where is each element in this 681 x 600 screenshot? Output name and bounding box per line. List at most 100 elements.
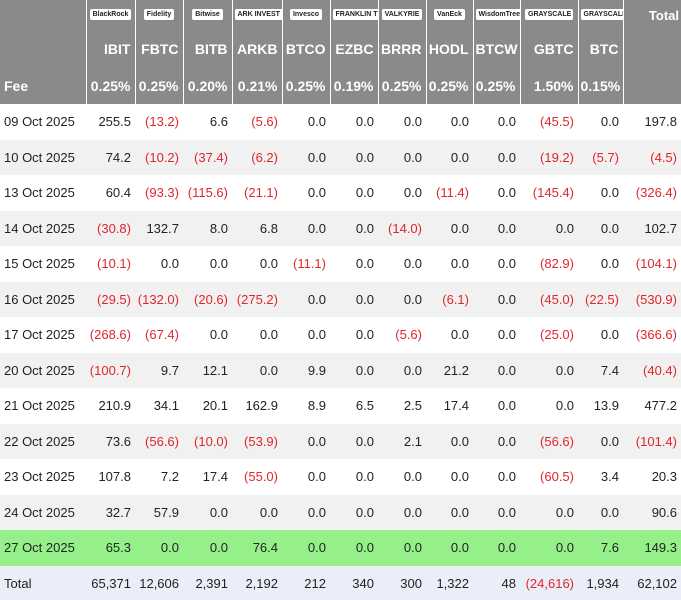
issuer-logo: Fidelity [143,8,175,20]
flow-cell: 8.9 [307,398,326,414]
flow-cell: 0.0 [403,362,422,378]
flow-cell: 74.2 [105,149,131,165]
ticker-row: IBIT FBTC BITB ARKB BTCO EZBC BRRR HODL BTCW GBTC… [0,30,681,68]
issuer-logo: BlackRock [89,8,132,20]
flow-cell: (100.7) [89,362,131,378]
flow-cell: (5.6) [251,114,278,130]
issuer-logo: Invesco [289,8,323,20]
flow-cell: 0.0 [497,398,516,414]
flow-cell: 0.0 [555,540,574,556]
flow-cell: 0.0 [355,327,374,343]
fee: 0.15% [577,68,623,104]
flow-cell: 0.0 [497,185,516,201]
flow-cell: 0.0 [497,327,516,343]
date-cell: 13 Oct 2025 [4,185,75,201]
date-cell: 10 Oct 2025 [4,149,75,165]
flow-cell: 0.0 [259,327,278,343]
total-cell: 300 [378,565,426,600]
issuer-logo: VALKYRIE [381,8,423,20]
flow-cell: 0.0 [403,185,422,201]
flow-cell: (40.4) [643,362,677,378]
flow-cell: (132.0) [137,291,179,307]
data-row: 21 Oct 2025 210.9 34.1 20.1 162.9 8.9 6.5 2.5 17… [0,388,681,424]
flow-cell: 0.0 [403,469,422,485]
flow-cell: (366.6) [635,327,677,343]
flow-cell: 0.0 [355,256,374,272]
flow-cell: 162.9 [245,398,278,414]
flow-cell: 0.0 [403,114,422,130]
flow-cell: (101.4) [635,433,677,449]
ticker: GBTC [519,30,578,68]
flow-cell: (55.0) [244,469,278,485]
flow-cell: 0.0 [450,469,469,485]
flow-cell: 0.0 [355,433,374,449]
fee: 0.19% [329,68,378,104]
total-header: Total [622,0,681,30]
flow-cell: 0.0 [450,504,469,520]
fee: 0.25% [85,68,135,104]
flow-cell: 0.0 [450,433,469,449]
data-row: 22 Oct 2025 73.6 (56.6) (10.0) (53.9) 0.0 0.0 2… [0,423,681,459]
flow-cell: 0.0 [355,291,374,307]
data-row: 14 Oct 2025 (30.8) 132.7 8.0 6.8 0.0 0.0 (14.0)… [0,210,681,246]
data-row: 16 Oct 2025 (29.5) (132.0) (20.6) (275.2) 0.0… [0,281,681,317]
date-cell: 14 Oct 2025 [4,220,75,236]
fee: 0.20% [182,68,232,104]
flow-cell: 7.6 [600,540,619,556]
date-cell: 15 Oct 2025 [4,256,75,272]
flow-cell: 34.1 [153,398,179,414]
flow-cell: (25.0) [540,327,574,343]
flow-cell: (11.4) [436,185,469,201]
flow-cell: 0.0 [355,504,374,520]
flow-cell: (56.6) [145,433,179,449]
flow-cell: 17.4 [443,398,469,414]
flow-cell: 0.0 [307,433,326,449]
flow-cell: 0.0 [307,114,326,130]
flow-cell: 20.1 [202,398,228,414]
flow-cell: 6.8 [259,220,278,236]
flow-cell: 20.3 [651,469,677,485]
flow-cell: (530.9) [635,291,677,307]
date-cell: 27 Oct 2025 [4,540,75,556]
flow-cell: 0.0 [555,398,574,414]
logo-cell: Fidelity [134,0,183,30]
flow-cell: 107.8 [98,469,131,485]
flow-cell: 0.0 [209,504,228,520]
data-row: 24 Oct 2025 32.7 57.9 0.0 0.0 0.0 0.0 0.0 0.0 0.0… [0,494,681,530]
flow-cell: 0.0 [450,220,469,236]
flow-cell: 2.5 [403,398,422,414]
flow-cell: 0.0 [497,504,516,520]
date-cell: 20 Oct 2025 [4,362,75,378]
flow-cell: 7.4 [600,362,619,378]
flow-cell: 0.0 [497,291,516,307]
issuer-logo: GRAYSCALE [525,8,573,20]
flow-cell: 0.0 [497,220,516,236]
flow-cell: 0.0 [403,504,422,520]
fee: 0.25% [425,68,473,104]
flow-cell: 0.0 [307,540,326,556]
ticker: BITB [182,30,232,68]
flow-cell: (115.6) [187,185,228,201]
flow-cell: 0.0 [307,504,326,520]
flow-cell: (268.6) [89,327,131,343]
flow-cell: (6.1) [442,291,469,307]
table-body: 09 Oct 2025 255.5 (13.2) 6.6 (5.6) 0.0 0.0 0.0 0… [0,104,681,566]
logo-cell: BlackRock [85,0,135,30]
flow-cell: (67.4) [145,327,179,343]
ticker: BTCW [472,30,520,68]
data-row: 15 Oct 2025 (10.1) 0.0 0.0 0.0 (11.1) 0.0 0.0 0.… [0,246,681,282]
issuer-logo: GRAYSCALE [580,8,623,20]
ticker: BRRR [377,30,426,68]
flow-cell: (10.1) [97,256,131,272]
flow-cell: 0.0 [497,469,516,485]
flow-cell: 0.0 [355,185,374,201]
date-cell: 24 Oct 2025 [4,504,75,520]
logo-cell: GRAYSCALE [577,0,623,30]
data-row: 20 Oct 2025 (100.7) 9.7 12.1 0.0 9.9 0.0 0.0 21.… [0,352,681,388]
flow-cell: 0.0 [259,504,278,520]
total-cell: (24,616) [520,565,578,600]
flow-cell: (4.5) [650,149,677,165]
total-cell: 1,322 [426,565,473,600]
